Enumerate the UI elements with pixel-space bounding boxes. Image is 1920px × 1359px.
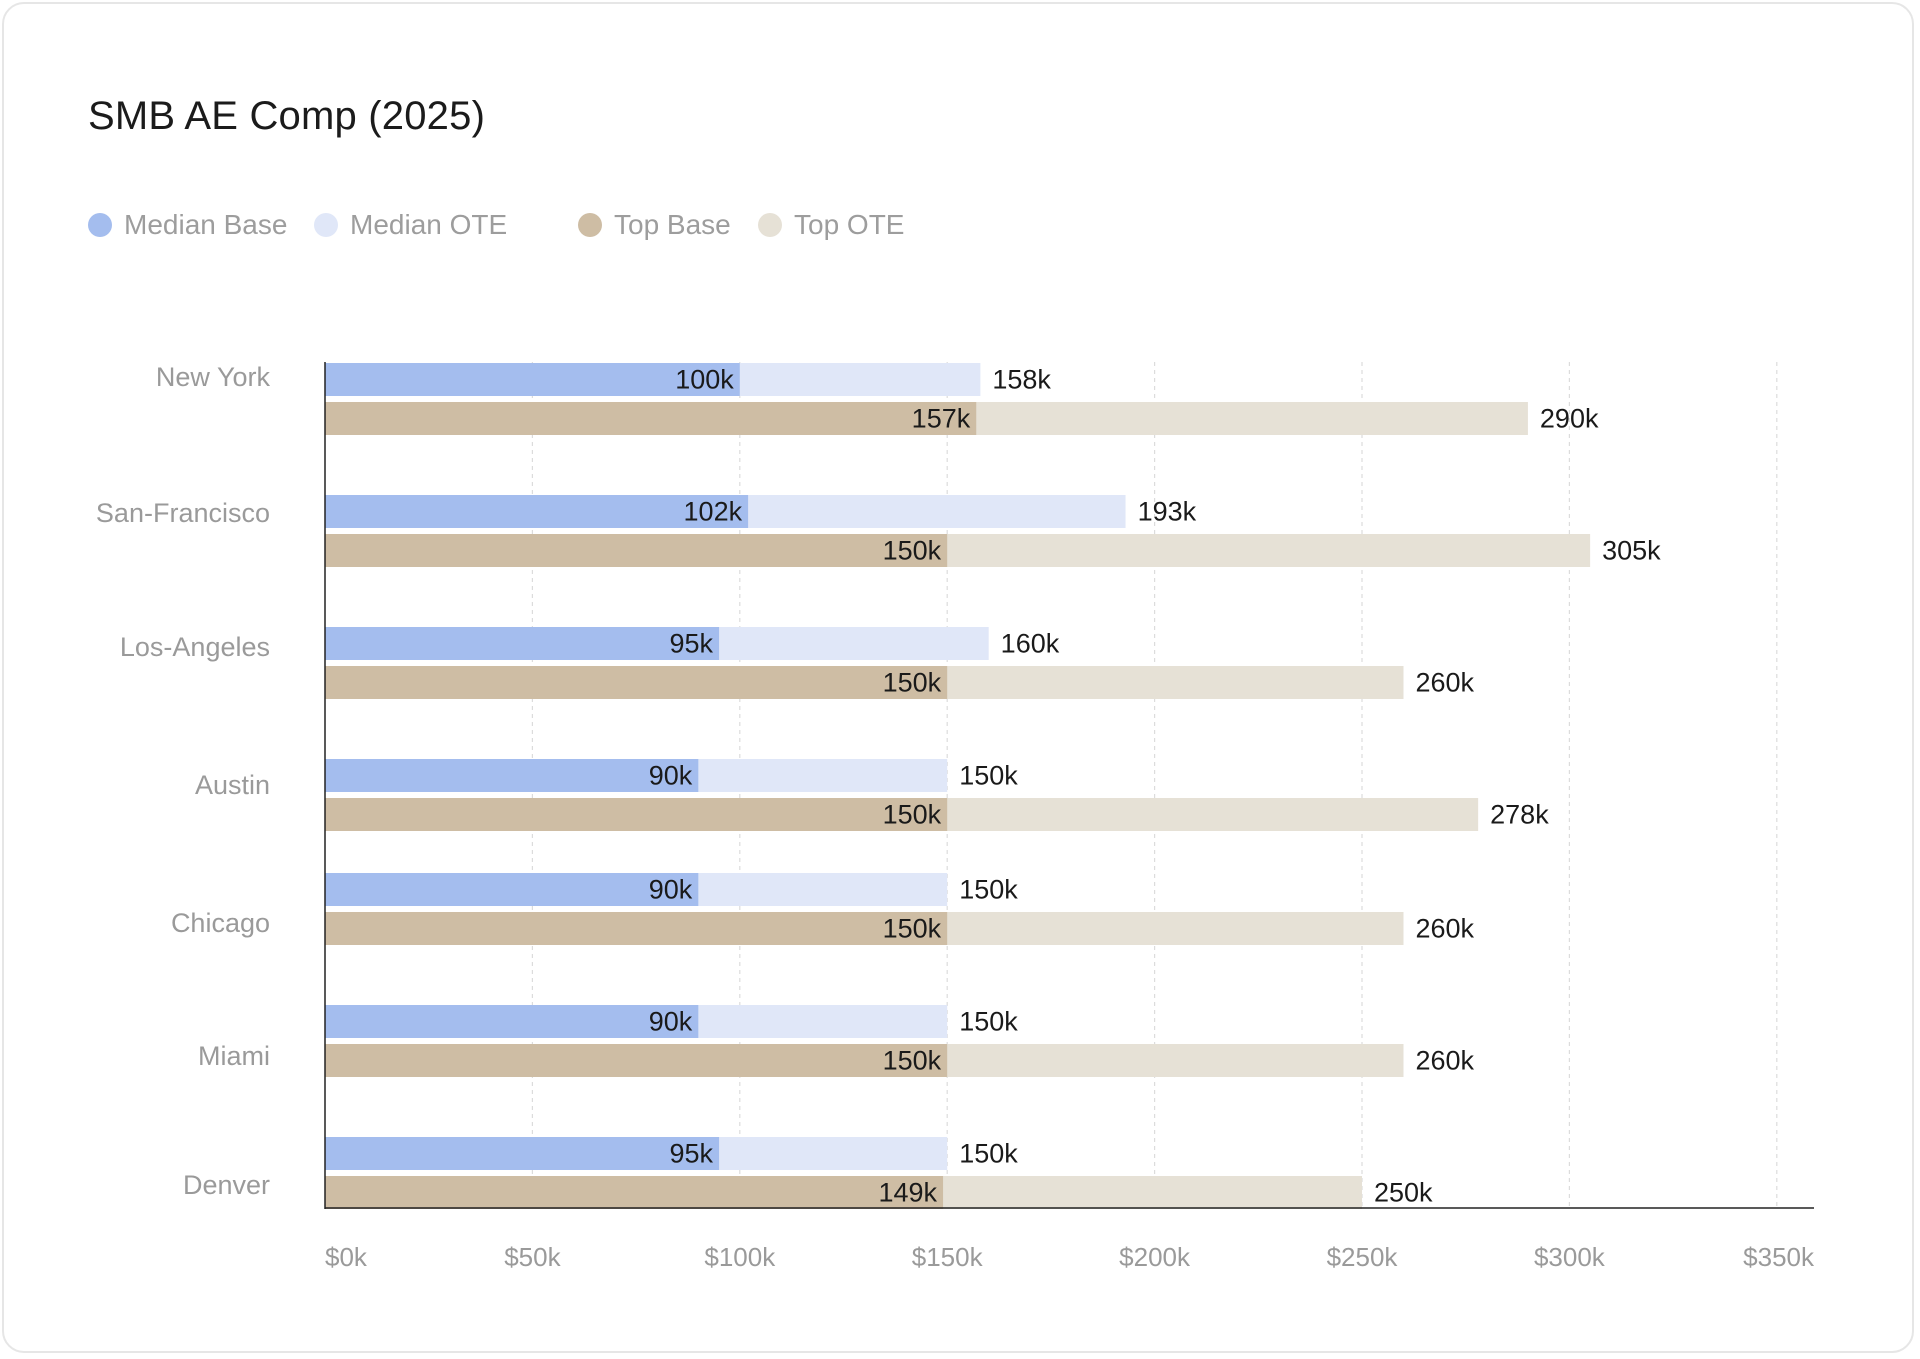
x-tick-label: $0k — [325, 1242, 368, 1272]
x-tick-label: $300k — [1534, 1242, 1606, 1272]
data-label: 95k — [670, 1139, 714, 1169]
data-label: 260k — [1415, 1046, 1474, 1076]
legend-swatch — [314, 213, 338, 237]
category-label: New York — [156, 362, 271, 392]
legend-item-median-ote[interactable]: Median OTE — [314, 209, 507, 241]
legend-swatch — [758, 213, 782, 237]
data-label: 90k — [649, 875, 693, 905]
bar-median-base — [325, 1137, 720, 1170]
bar-top-base — [325, 666, 948, 699]
category-label: Denver — [183, 1170, 270, 1200]
x-tick-label: $50k — [504, 1242, 561, 1272]
data-label: 102k — [684, 497, 743, 527]
bar-median-base — [325, 495, 749, 528]
legend-label: Top Base — [614, 209, 731, 240]
data-label: 305k — [1602, 536, 1661, 566]
data-label: 157k — [912, 404, 971, 434]
legend-item-top-base[interactable]: Top Base — [578, 209, 731, 241]
bar-median-base — [325, 759, 699, 792]
data-label: 290k — [1540, 404, 1599, 434]
data-label: 150k — [883, 536, 942, 566]
bar-top-base — [325, 798, 948, 831]
category-label: San-Francisco — [96, 498, 270, 528]
legend-label: Median Base — [124, 209, 288, 240]
legend-item-median-base[interactable]: Median Base — [88, 209, 287, 241]
bar-top-base — [325, 912, 948, 945]
data-label: 90k — [649, 761, 693, 791]
data-label: 193k — [1138, 497, 1197, 527]
legend-label: Median OTE — [350, 209, 508, 240]
data-label: 90k — [649, 1007, 693, 1037]
bar-median-base — [325, 363, 740, 396]
data-label: 260k — [1415, 914, 1474, 944]
chart-title: SMB AE Comp (2025) — [88, 94, 486, 138]
bar-top-base — [325, 534, 948, 567]
bar-median-base — [325, 873, 699, 906]
data-label: 149k — [878, 1178, 937, 1208]
data-label: 150k — [959, 761, 1018, 791]
data-label: 150k — [883, 914, 942, 944]
legend-swatch — [578, 213, 602, 237]
data-label: 260k — [1415, 668, 1474, 698]
data-label: 150k — [883, 1046, 942, 1076]
legend-label: Top OTE — [794, 209, 905, 240]
data-label: 150k — [959, 1139, 1018, 1169]
legend-swatch — [88, 213, 112, 237]
x-tick-label: $150k — [912, 1242, 984, 1272]
data-label: 100k — [675, 365, 734, 395]
data-label: 150k — [959, 1007, 1018, 1037]
bar-top-base — [325, 1176, 944, 1209]
data-label: 160k — [1001, 629, 1060, 659]
category-label: Los-Angeles — [120, 632, 270, 662]
data-label: 250k — [1374, 1178, 1433, 1208]
category-label: Austin — [195, 770, 270, 800]
category-label: Miami — [198, 1041, 270, 1071]
data-label: 150k — [883, 800, 942, 830]
x-tick-label: $350k — [1743, 1242, 1815, 1272]
legend-item-top-ote[interactable]: Top OTE — [758, 209, 904, 241]
bar-median-base — [325, 1005, 699, 1038]
data-label: 150k — [883, 668, 942, 698]
data-label: 158k — [992, 365, 1051, 395]
data-label: 95k — [670, 629, 714, 659]
bar-top-base — [325, 402, 977, 435]
data-label: 278k — [1490, 800, 1549, 830]
bar-median-base — [325, 627, 720, 660]
x-tick-label: $100k — [704, 1242, 776, 1272]
data-label: 150k — [959, 875, 1018, 905]
x-tick-label: $200k — [1119, 1242, 1191, 1272]
x-tick-label: $250k — [1327, 1242, 1399, 1272]
category-label: Chicago — [171, 908, 270, 938]
bar-top-base — [325, 1044, 948, 1077]
